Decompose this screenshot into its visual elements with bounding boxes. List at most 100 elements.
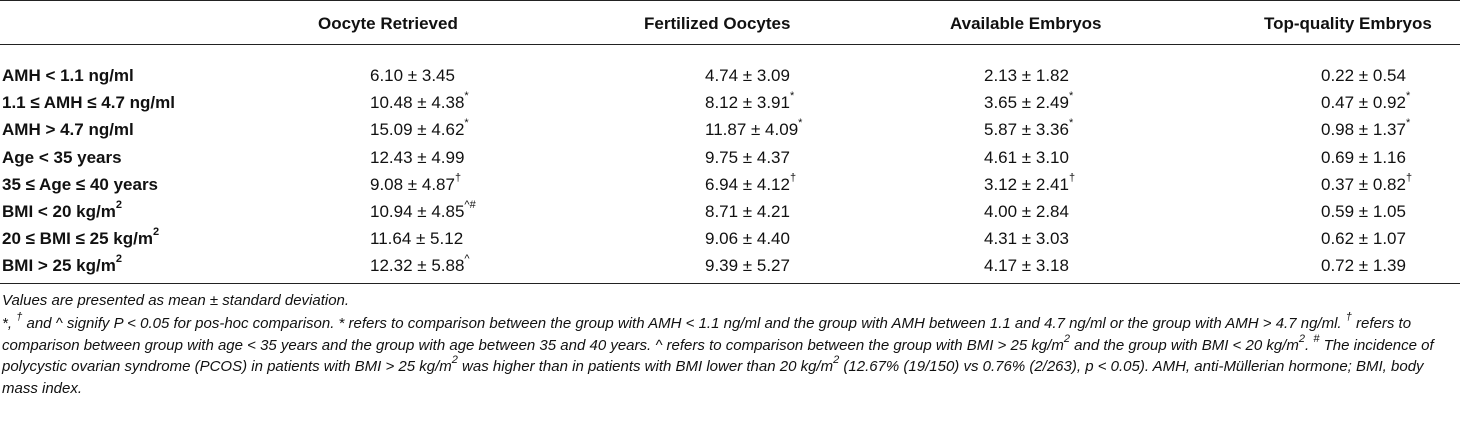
table-cell: 15.09 ± 4.62*: [370, 117, 469, 140]
cell-value: 0.98 ± 1.37: [1321, 120, 1406, 139]
cell-significance-mark: *: [464, 117, 469, 130]
footnote-superscript: #: [1313, 332, 1320, 345]
cell-value: 4.00 ± 2.84: [984, 202, 1069, 221]
cell-value: 4.61 ± 3.10: [984, 148, 1069, 167]
row-label: 1.1 ≤ AMH ≤ 4.7 ng/ml: [2, 93, 175, 113]
table-row: BMI < 20 kg/m2 10.94 ± 4.85^# 8.71 ± 4.21 4…: [0, 199, 1460, 228]
table-cell: 0.47 ± 0.92*: [1321, 90, 1411, 113]
table-row: 35 ≤ Age ≤ 40 years 9.08 ± 4.87† 6.94 ± 4.…: [0, 172, 1460, 201]
row-label-text: Age < 35 years: [2, 148, 122, 167]
cell-value: 6.94 ± 4.12: [705, 175, 790, 194]
footnote-superscript: †: [16, 311, 23, 323]
table-row: AMH < 1.1 ng/ml 6.10 ± 3.45 4.74 ± 3.09 2.1…: [0, 66, 1460, 92]
table-cell: 9.06 ± 4.40: [705, 229, 790, 249]
footnote-text: was higher than in patients with BMI low…: [457, 358, 834, 375]
cell-value: 6.10 ± 3.45: [370, 66, 455, 85]
cell-value: 0.59 ± 1.05: [1321, 202, 1406, 221]
footnote-superscript: 2: [1063, 332, 1070, 345]
row-label-text: BMI > 25 kg/m: [2, 256, 116, 275]
footnote-text: (12.67% (19/150) vs 0.76% (2/263), p < 0…: [2, 358, 1424, 397]
cell-value: 3.65 ± 2.49: [984, 93, 1069, 112]
row-label: AMH > 4.7 ng/ml: [2, 120, 134, 140]
cell-value: 9.39 ± 5.27: [705, 256, 790, 275]
cell-value: 12.43 ± 4.99: [370, 148, 465, 167]
table-cell: 2.13 ± 1.82: [984, 66, 1069, 86]
cell-significance-mark: *: [798, 117, 803, 130]
cell-value: 11.64 ± 5.12: [370, 229, 464, 248]
row-label: 35 ≤ Age ≤ 40 years: [2, 175, 158, 195]
cell-value: 2.13 ± 1.82: [984, 66, 1069, 85]
footnote-values: Values are presented as mean ± standard …: [2, 292, 350, 309]
table-cell: 0.69 ± 1.16: [1321, 148, 1406, 168]
row-label-superscript: 2: [115, 199, 122, 212]
table-cell: 4.00 ± 2.84: [984, 202, 1069, 222]
cell-value: 10.94 ± 4.85: [370, 202, 465, 221]
header-oocyte-retrieved: Oocyte Retrieved: [318, 14, 458, 33]
row-label-text: 20 ≤ BMI ≤ 25 kg/m: [2, 229, 153, 248]
table-cell: 9.39 ± 5.27: [705, 256, 790, 276]
row-label-text: BMI < 20 kg/m: [2, 202, 116, 221]
cell-significance-mark: *: [1405, 90, 1411, 103]
row-label-text: AMH < 1.1 ng/ml: [2, 66, 134, 85]
table-cell: 9.75 ± 4.37: [705, 148, 790, 168]
cell-significance-mark: †: [789, 172, 797, 185]
footnote-text: and ^ signify P < 0.05 for pos-hoc compa…: [22, 315, 1346, 332]
cell-significance-mark: ^#: [464, 199, 476, 212]
header-available-embryos: Available Embryos: [950, 14, 1102, 33]
table-cell: 8.12 ± 3.91*: [705, 90, 795, 113]
row-label: AMH < 1.1 ng/ml: [2, 66, 134, 86]
cell-value: 12.32 ± 5.88: [370, 256, 465, 275]
row-label: Age < 35 years: [2, 148, 122, 168]
footnote-text: .: [1304, 336, 1314, 354]
row-label: BMI < 20 kg/m2: [2, 199, 122, 222]
cell-significance-mark: *: [464, 90, 469, 103]
cell-value: 8.12 ± 3.91: [705, 93, 790, 112]
row-label: 20 ≤ BMI ≤ 25 kg/m2: [2, 226, 160, 249]
cell-value: 0.72 ± 1.39: [1321, 256, 1406, 275]
cell-value: 9.75 ± 4.37: [705, 148, 790, 167]
cell-value: 4.17 ± 3.18: [984, 256, 1069, 275]
table-bottom-rule: [0, 283, 1460, 284]
cell-value: 0.62 ± 1.07: [1321, 229, 1406, 248]
table-cell: 9.08 ± 4.87†: [370, 173, 461, 195]
footnote-superscript: 2: [833, 354, 840, 366]
header-top-quality-embryos: Top-quality Embryos: [1264, 14, 1432, 33]
table-cell: 3.65 ± 2.49*: [984, 90, 1074, 113]
row-label-text: 35 ≤ Age ≤ 40 years: [2, 175, 159, 194]
table-cell: 3.12 ± 2.41†: [984, 173, 1075, 195]
footnote-text: *,: [2, 315, 17, 332]
row-label-text: AMH > 4.7 ng/ml: [2, 120, 134, 139]
table-cell: 4.61 ± 3.10: [984, 148, 1069, 168]
table-cell: 0.22 ± 0.54: [1321, 66, 1406, 86]
row-label-superscript: 2: [115, 253, 122, 266]
table-row: BMI > 25 kg/m2 12.32 ± 5.88^ 9.39 ± 5.27 4.…: [0, 253, 1460, 282]
table-row: Age < 35 years 12.43 ± 4.99 9.75 ± 4.37 4.6…: [0, 148, 1460, 174]
cell-significance-mark: *: [1068, 90, 1074, 103]
row-label-superscript: 2: [152, 226, 160, 239]
table-cell: 0.59 ± 1.05: [1321, 202, 1406, 222]
cell-value: 8.71 ± 4.21: [705, 202, 790, 221]
table-cell: 0.62 ± 1.07: [1321, 229, 1406, 249]
cell-value: 0.69 ± 1.16: [1321, 148, 1406, 167]
table-cell: 0.98 ± 1.37*: [1321, 118, 1410, 140]
table-header-rule: [0, 44, 1460, 45]
table-cell: 12.32 ± 5.88^: [370, 254, 470, 276]
cell-value: 9.06 ± 4.40: [705, 229, 790, 248]
cell-significance-mark: †: [1405, 172, 1413, 185]
cell-significance-mark: *: [789, 90, 795, 103]
header-fertilized-oocytes: Fertilized Oocytes: [644, 14, 791, 33]
table-cell: 6.10 ± 3.45: [370, 66, 455, 86]
table-top-rule: [0, 0, 1460, 1]
table-cell: 11.87 ± 4.09*: [705, 117, 803, 140]
cell-value: 11.87 ± 4.09: [705, 120, 799, 139]
cell-value: 4.74 ± 3.09: [705, 66, 790, 85]
table-cell: 0.72 ± 1.39: [1321, 256, 1406, 276]
table-cell: 12.43 ± 4.99: [370, 148, 464, 168]
table-cell: 8.71 ± 4.21: [705, 202, 790, 222]
row-label: BMI > 25 kg/m2: [2, 253, 122, 276]
table-cell: 5.87 ± 3.36*: [984, 118, 1073, 140]
cell-value: 10.48 ± 4.38: [370, 93, 465, 112]
table-cell: 6.94 ± 4.12†: [705, 172, 797, 195]
row-label-text: 1.1 ≤ AMH ≤ 4.7 ng/ml: [2, 93, 175, 112]
